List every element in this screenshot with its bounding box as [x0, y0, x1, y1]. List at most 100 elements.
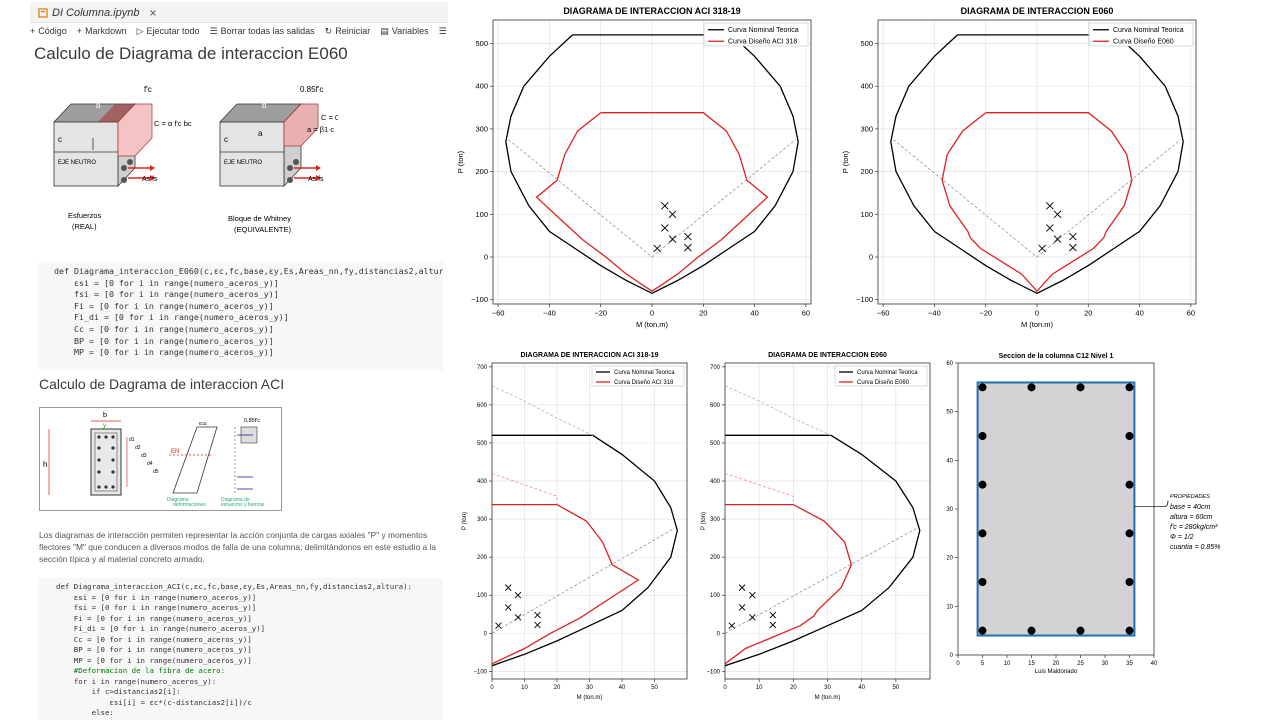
marker-stroke [1053, 210, 1062, 219]
fig2-fc: 0,85f'c [244, 418, 260, 424]
code-cell-aci[interactable]: def Diagrama_interaccion_ACI(c,εc,fc,bas… [38, 578, 443, 720]
x-tick-label: 0 [723, 685, 727, 691]
x-tick-label: 30 [1102, 661, 1109, 667]
whitney-a-label: a [258, 129, 263, 138]
data-point-marker [1069, 232, 1077, 241]
rebar-dot [1027, 626, 1036, 635]
x-tick-label: 40 [858, 685, 865, 691]
code-line: Fi = [0 for i in range(numero_aceros_y)] [54, 300, 274, 311]
code-line: for i in range(numero_aceros_y): [56, 676, 217, 686]
data-point-marker [534, 621, 541, 629]
series-line-curva-dise-o-e060 [725, 503, 853, 665]
chart-title: DIAGRAMA DE INTERACCION E060 [961, 6, 1114, 16]
y-tick-label: 100 [475, 210, 488, 219]
plus-icon: + [76, 26, 83, 36]
data-point-marker [738, 584, 746, 591]
run-all-button[interactable]: ▷ Ejecutar todo [137, 26, 200, 37]
code-cell-e060[interactable]: def Diagrama_interaccion_E060(c,εc,fc,ba… [38, 262, 443, 370]
y-tick-label: 0 [950, 653, 954, 659]
x-tick-label: −40 [543, 309, 556, 318]
run-all-icon: ▷ [136, 25, 144, 36]
y-tick-label: 100 [477, 593, 488, 599]
legend-label: Curva Nominal Teorica [1113, 27, 1184, 34]
series-line-cap-diseno [492, 473, 558, 505]
y-tick-label: −100 [856, 295, 873, 304]
y-tick-label: 500 [710, 441, 721, 447]
data-point-marker [514, 591, 522, 599]
series-line-cap-diseno [725, 473, 794, 505]
x-axis-label: M (ton.m) [1021, 320, 1054, 329]
rebar-dot [1125, 529, 1134, 538]
properties-title: PROPIEDADES [1170, 494, 1210, 500]
series-line-curva-dise-o-aci-318 [492, 503, 640, 665]
property-line: base = 40cm [1170, 504, 1210, 511]
clear-outputs-label: Borrar todas las salidas [220, 26, 315, 36]
x-tick-label: 40 [1135, 309, 1143, 318]
plot-frame [877, 19, 1197, 305]
notebook-tab[interactable]: DI Columna.ipynb × [38, 4, 156, 22]
data-point-marker [749, 614, 756, 621]
whitney-block: b c a 0.85f'c C = 0.85 f'c ba a = β1 c E… [219, 85, 338, 234]
data-point-marker [1046, 224, 1054, 232]
y-tick-label: 100 [710, 593, 721, 599]
series-line-curva-nominal-teorica [725, 434, 921, 667]
clear-outputs-button[interactable]: ☰ Borrar todas las salidas [210, 26, 315, 37]
y-tick-label: 40 [946, 458, 953, 464]
x-tick-label: 35 [1126, 661, 1133, 667]
x-tick-label: 5 [981, 661, 985, 667]
notebook-toolbar: + Código + Markdown ▷ Ejecutar todo ☰ Borrar… [30, 22, 448, 40]
code-line: #Deformacion de la fibra de acero: [56, 666, 226, 675]
legend-box [834, 365, 928, 387]
x-axis-label: Luis Maldonado [1035, 669, 1078, 675]
y-tick-label: 400 [710, 479, 721, 485]
plot-frame [492, 19, 812, 305]
add-markdown-button[interactable]: + Markdown [77, 26, 127, 36]
series-line-cap-nominal [492, 385, 593, 436]
x-tick-label: 50 [651, 685, 658, 691]
rebar-dot [1076, 383, 1085, 392]
data-point-marker [668, 235, 677, 243]
tab-title: DI Columna.ipynb [52, 7, 140, 19]
add-code-button[interactable]: + Código [30, 26, 67, 36]
variables-button[interactable]: ▤ Variables [380, 26, 428, 37]
c-label: c [58, 135, 62, 144]
plot-frame [491, 362, 688, 680]
code-line: MP = [0 for i in range(numero_aceros_y)] [56, 655, 252, 665]
marker-stroke [661, 201, 669, 210]
x-tick-label: 20 [554, 685, 561, 691]
marker-stroke [668, 210, 677, 219]
series-line-curva-dise-o-e060 [941, 112, 1133, 293]
marker-stroke [668, 235, 677, 243]
x-tick-label: 60 [802, 309, 810, 318]
more-button[interactable]: ☰Es [439, 26, 448, 37]
x-tick-label: 20 [1084, 309, 1092, 318]
y-tick-label: 200 [475, 167, 488, 176]
x-tick-label: 20 [699, 309, 707, 318]
marker-stroke [534, 611, 541, 619]
fig2-caption-right-2: esfuerzos y fuerzas [221, 502, 265, 508]
x-tick-label: 60 [1187, 309, 1195, 318]
variables-icon: ▤ [380, 25, 389, 36]
marker-stroke [504, 584, 512, 591]
y-tick-label: 500 [860, 39, 873, 48]
rebar-dot [1125, 432, 1134, 440]
series-line-cap-nominal [725, 385, 832, 436]
restart-button[interactable]: ↻ Reiniciar [325, 26, 371, 37]
b-label: b [96, 101, 101, 110]
legend-label: Curva Diseño ACI 318 [614, 380, 674, 386]
x-tick-label: 15 [1028, 661, 1035, 667]
data-point-marker [534, 611, 541, 619]
whitney-neutral-axis: EJE NEUTRO [224, 160, 262, 166]
marker-stroke [684, 232, 692, 241]
y-tick-label: 400 [860, 82, 873, 91]
add-code-label: Código [38, 26, 67, 36]
code-line: fsi = [0 for i in range(numero_aceros_y)… [56, 603, 257, 612]
y-tick-label: −100 [706, 669, 720, 675]
close-icon[interactable]: × [149, 6, 157, 20]
property-line: Φ = 1/2 [1170, 534, 1194, 541]
y-tick-label: 200 [860, 167, 873, 176]
as-fs-label: As fs [142, 176, 158, 183]
x-tick-label: 0 [490, 685, 494, 691]
code-line: Fi_di = [0 for i in range(numero_aceros_… [56, 624, 266, 633]
chart-title: DIAGRAMA DE INTERACCION ACI 318-19 [521, 352, 659, 359]
